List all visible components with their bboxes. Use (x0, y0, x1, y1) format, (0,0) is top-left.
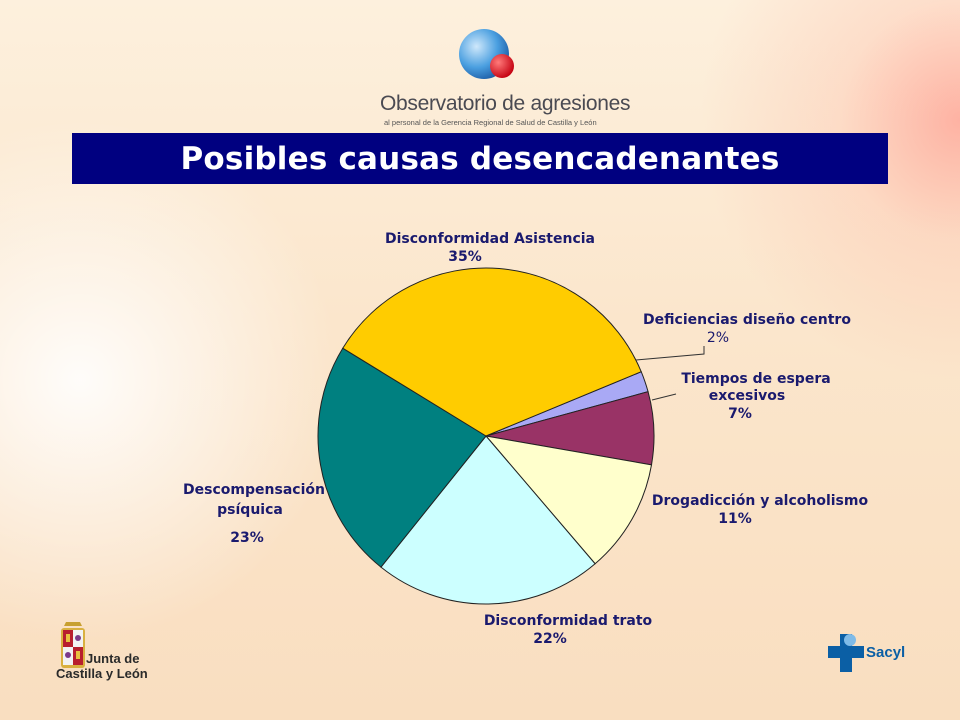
observatorio-logo: Observatorio de agresiones al personal d… (380, 24, 631, 134)
label-tiempos-line1: Tiempos de espera (681, 371, 830, 387)
page-title: Posibles causas desencadenantes (180, 140, 780, 177)
pie-slice-drogadiccion-y-alcoholismo (484, 435, 653, 565)
label-drogadiccion: Drogadicción y alcoholismo (652, 493, 869, 509)
pie-slice-descompensacion-psiquica (317, 347, 487, 568)
junta-logo-line1: Junta de (86, 651, 140, 666)
sacyl-logo: Sacyl (826, 632, 926, 682)
value-disconformidad-asistencia: 35% (448, 249, 482, 265)
sacyl-cross-icon (828, 634, 864, 672)
pie-slices (317, 267, 655, 605)
title-bar: Posibles causas desencadenantes (72, 133, 888, 184)
label-descompensacion-line2: psíquica (217, 502, 283, 518)
junta-castilla-leon-logo: Junta de Castilla y León (54, 622, 154, 682)
coat-of-arms-icon (61, 622, 85, 668)
label-disconformidad-asistencia: Disconformidad Asistencia (385, 231, 595, 247)
leader-line-tiempos (651, 393, 677, 401)
junta-logo-line2: Castilla y León (56, 666, 148, 681)
bubbles-logo-icon (459, 29, 514, 79)
logo-title: Observatorio de agresiones (380, 92, 631, 115)
value-disconformidad-trato: 22% (533, 631, 567, 647)
label-disconformidad-trato: Disconformidad trato (484, 613, 653, 629)
label-tiempos-line2: excesivos (709, 388, 786, 404)
value-deficiencias-diseno: 2% (707, 330, 729, 346)
logo-subtitle: al personal de la Gerencia Regional de S… (384, 118, 597, 127)
label-descompensacion-line1: Descompensación (183, 482, 325, 498)
value-descompensacion: 23% (230, 530, 264, 546)
sacyl-text: Sacyl (866, 644, 906, 661)
value-tiempos: 7% (728, 406, 752, 422)
pie-slice-disconformidad-trato (380, 435, 596, 605)
pie-slice-disconformidad-asistencia (342, 267, 642, 437)
value-drogadiccion: 11% (718, 511, 752, 527)
label-deficiencias-diseno: Deficiencias diseño centro (643, 312, 851, 328)
leader-line-deficiencias (635, 346, 705, 361)
